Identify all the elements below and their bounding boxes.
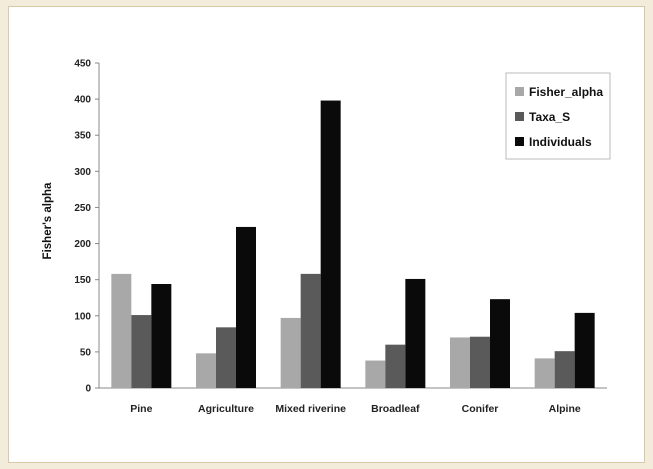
bar-fisher-alpha-agriculture <box>196 353 216 388</box>
bar-individuals-mixed-riverine <box>320 100 341 389</box>
bar-taxa-s-pine <box>131 315 152 388</box>
bar-taxa-s-broadleaf <box>385 344 406 388</box>
y-tick-label: 0 <box>85 384 91 395</box>
bar-fisher-alpha-conifer <box>450 337 470 388</box>
bar-taxa-s-agriculture <box>216 327 236 388</box>
bar-individuals-conifer <box>490 299 510 388</box>
legend-label: Fisher_alpha <box>529 85 603 99</box>
legend-label: Taxa_S <box>529 110 570 124</box>
x-tick-label: Broadleaf <box>371 403 420 415</box>
bar-taxa-s-mixed-riverine <box>300 273 321 388</box>
bar-taxa-s-conifer <box>470 336 490 388</box>
y-tick-label: 150 <box>74 275 91 286</box>
bar-fisher-alpha-mixed-riverine <box>280 317 301 388</box>
y-tick-label: 450 <box>74 59 91 70</box>
y-tick-label: 250 <box>74 203 91 214</box>
y-tick-label: 100 <box>74 311 91 322</box>
y-tick-label: 300 <box>74 167 91 178</box>
y-axis-title: Fisher's alpha <box>42 182 54 259</box>
y-tick-label: 350 <box>74 131 91 142</box>
y-ticks: 0 50 100 150 200 250 300 350 400 450 <box>74 59 99 395</box>
legend-swatch <box>515 137 524 146</box>
bar-fisher-alpha-alpine <box>534 358 555 388</box>
axes <box>98 63 607 389</box>
bar-individuals-agriculture <box>236 226 256 388</box>
bar-fisher-alpha-broadleaf <box>365 360 386 388</box>
x-tick-labels: Pine Agriculture Mixed riverine Broadleaf Co… <box>130 403 581 415</box>
bar-taxa-s-alpine <box>554 351 575 388</box>
y-tick-label: 400 <box>74 95 91 106</box>
y-axis-title-group: Fisher's alpha <box>42 182 54 259</box>
y-tick-label: 50 <box>80 347 92 358</box>
y-tick-label: 200 <box>74 239 91 250</box>
x-tick-label: Agriculture <box>198 403 254 415</box>
x-tick-label: Alpine <box>549 403 581 415</box>
legend-swatch <box>515 112 524 121</box>
legend-swatch <box>515 87 524 96</box>
x-tick-label: Pine <box>130 403 152 415</box>
bars <box>111 100 595 389</box>
x-tick-label: Mixed riverine <box>275 403 346 415</box>
legend-label: Individuals <box>529 135 592 149</box>
bar-fisher-alpha-pine <box>111 273 132 388</box>
bar-chart: Fisher's alpha 0 50 100 150 200 250 300 350 400 4… <box>42 59 611 415</box>
chart-frame: Fisher's alpha 0 50 100 150 200 250 300 350 400 4… <box>8 6 645 463</box>
legend: Fisher_alpha Taxa_S Individuals <box>505 72 611 160</box>
bar-individuals-broadleaf <box>405 278 426 388</box>
bar-individuals-alpine <box>574 312 595 388</box>
x-tick-label: Conifer <box>462 403 499 415</box>
bar-individuals-pine <box>151 284 172 388</box>
